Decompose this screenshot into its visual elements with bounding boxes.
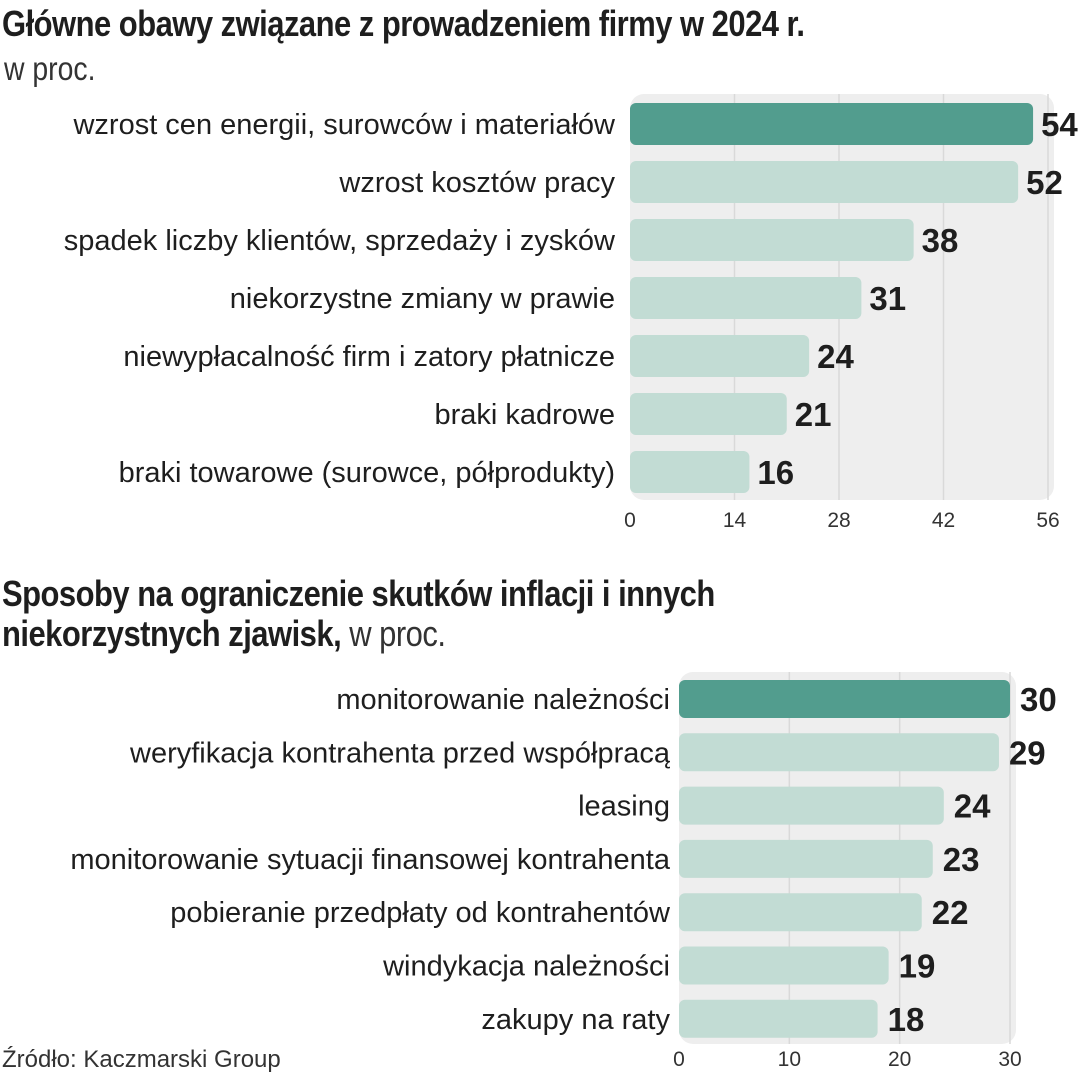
chart2-category-label: monitorowanie sytuacji finansowej kontra… bbox=[70, 844, 671, 876]
chart1-value-label: 16 bbox=[757, 454, 794, 491]
chart1-bar bbox=[630, 219, 914, 261]
chart1-bar bbox=[630, 451, 750, 493]
chart1-bar bbox=[630, 393, 787, 435]
chart1-title: Główne obawy związane z prowadzeniem fir… bbox=[2, 3, 805, 44]
chart2-value-label: 19 bbox=[899, 948, 936, 985]
chart1-bar bbox=[630, 103, 1034, 145]
chart2-tick-label: 0 bbox=[673, 1048, 685, 1071]
chart1-value-label: 52 bbox=[1026, 164, 1063, 201]
chart2-subtitle: w proc. bbox=[349, 613, 446, 654]
chart2-tick-label: 30 bbox=[998, 1048, 1021, 1071]
chart1-bar-chart: wzrost cen energii, surowców i materiałó… bbox=[64, 94, 1078, 532]
chart2-bar bbox=[679, 893, 922, 932]
chart2-value-label: 22 bbox=[932, 894, 969, 931]
chart1-value-label: 38 bbox=[922, 222, 959, 259]
chart1-tick-label: 0 bbox=[624, 509, 636, 532]
chart2-value-label: 30 bbox=[1020, 681, 1057, 718]
chart2-category-label: zakupy na raty bbox=[481, 1004, 670, 1036]
chart2-category-label: windykacja należności bbox=[382, 951, 670, 983]
chart1-category-label: niewypłacalność firm i zatory płatnicze bbox=[123, 341, 615, 373]
chart1-value-label: 21 bbox=[795, 396, 832, 433]
chart2-category-label: leasing bbox=[578, 791, 670, 823]
chart1-bar bbox=[630, 277, 862, 319]
chart1-category-label: niekorzystne zmiany w prawie bbox=[230, 283, 615, 315]
chart1-bar bbox=[630, 335, 810, 377]
chart2-bar bbox=[679, 786, 944, 825]
chart2-value-label: 24 bbox=[954, 788, 991, 825]
chart2-value-label: 29 bbox=[1009, 734, 1046, 771]
chart1-category-label: wzrost kosztów pracy bbox=[338, 167, 615, 199]
chart1-category-label: wzrost cen energii, surowców i materiałó… bbox=[72, 109, 616, 141]
chart2-category-label: monitorowanie należności bbox=[336, 684, 670, 716]
chart2-title-line2: niekorzystnych zjawisk, bbox=[2, 613, 342, 654]
chart2-value-label: 18 bbox=[888, 1001, 925, 1038]
chart2-value-label: 23 bbox=[943, 841, 980, 878]
chart2-bar bbox=[679, 999, 878, 1038]
chart2-bar bbox=[679, 946, 889, 985]
chart1-category-label: braki kadrowe bbox=[434, 399, 615, 431]
chart2-bar bbox=[679, 839, 933, 878]
chart2-category-label: weryfikacja kontrahenta przed współpracą bbox=[129, 737, 671, 769]
chart2-category-label: pobieranie przedpłaty od kontrahentów bbox=[170, 897, 671, 929]
chart1-tick-label: 42 bbox=[932, 509, 955, 532]
chart1-category-label: braki towarowe (surowce, półprodukty) bbox=[119, 457, 615, 489]
chart1-subtitle: w proc. bbox=[4, 50, 96, 87]
chart2-bar bbox=[679, 733, 999, 772]
chart2-bar bbox=[679, 680, 1010, 718]
chart1-category-label: spadek liczby klientów, sprzedaży i zysk… bbox=[64, 225, 616, 257]
chart1-tick-label: 14 bbox=[723, 509, 747, 532]
chart1-value-label: 24 bbox=[817, 338, 854, 375]
source-note: Źródło: Kaczmarski Group bbox=[2, 1046, 281, 1073]
chart2-title-line1: Sposoby na ograniczenie skutków inflacji… bbox=[2, 573, 715, 614]
chart1-value-label: 31 bbox=[869, 280, 906, 317]
chart1-value-label: 54 bbox=[1041, 106, 1078, 143]
chart1-tick-label: 28 bbox=[827, 509, 850, 532]
chart1-tick-label: 56 bbox=[1036, 509, 1059, 532]
chart2-tick-label: 20 bbox=[888, 1048, 911, 1071]
chart1-bar bbox=[630, 161, 1019, 203]
chart2-title: Sposoby na ograniczenie skutków inflacji… bbox=[2, 574, 715, 654]
chart2-tick-label: 10 bbox=[778, 1048, 801, 1071]
